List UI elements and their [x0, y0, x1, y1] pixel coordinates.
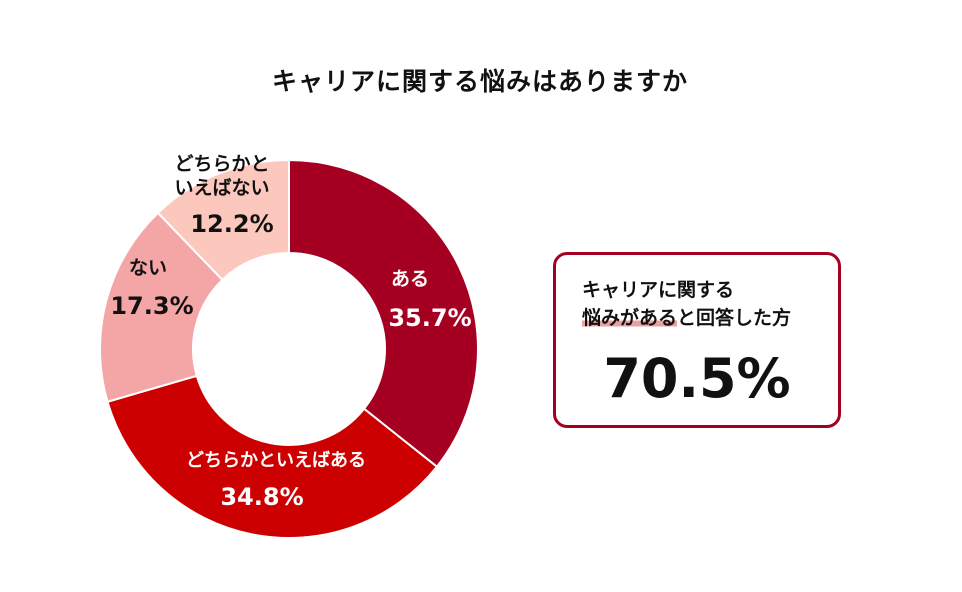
slice-label: ある — [391, 268, 429, 290]
donut-slice — [288, 158, 479, 469]
summary-line-2-rest: と回答した方 — [677, 307, 792, 329]
donut-slice — [106, 374, 439, 539]
summary-box: キャリアに関する 悩みがあると回答した方 70.5% — [553, 252, 841, 428]
donut-slice — [156, 158, 290, 282]
slice-label: どちらかといえばある — [186, 450, 366, 471]
summary-line-1: キャリアに関する — [582, 279, 735, 301]
slice-value-label: 17.3% — [110, 292, 193, 320]
summary-highlight-text: 悩みがある — [582, 307, 678, 329]
slice-value-label: 12.2% — [190, 210, 273, 238]
chart-title: キャリアに関する悩みはありますか — [272, 67, 689, 96]
slice-label: どちらかと — [174, 153, 269, 175]
slice-label: ない — [129, 257, 167, 279]
summary-value: 70.5% — [603, 347, 791, 410]
slice-value-label: 34.8% — [220, 483, 303, 511]
summary-line-2: 悩みがあると回答した方 — [582, 303, 791, 330]
slice-label: いえばない — [174, 177, 269, 199]
slice-value-label: 35.7% — [388, 304, 471, 332]
donut-slice — [99, 211, 224, 403]
